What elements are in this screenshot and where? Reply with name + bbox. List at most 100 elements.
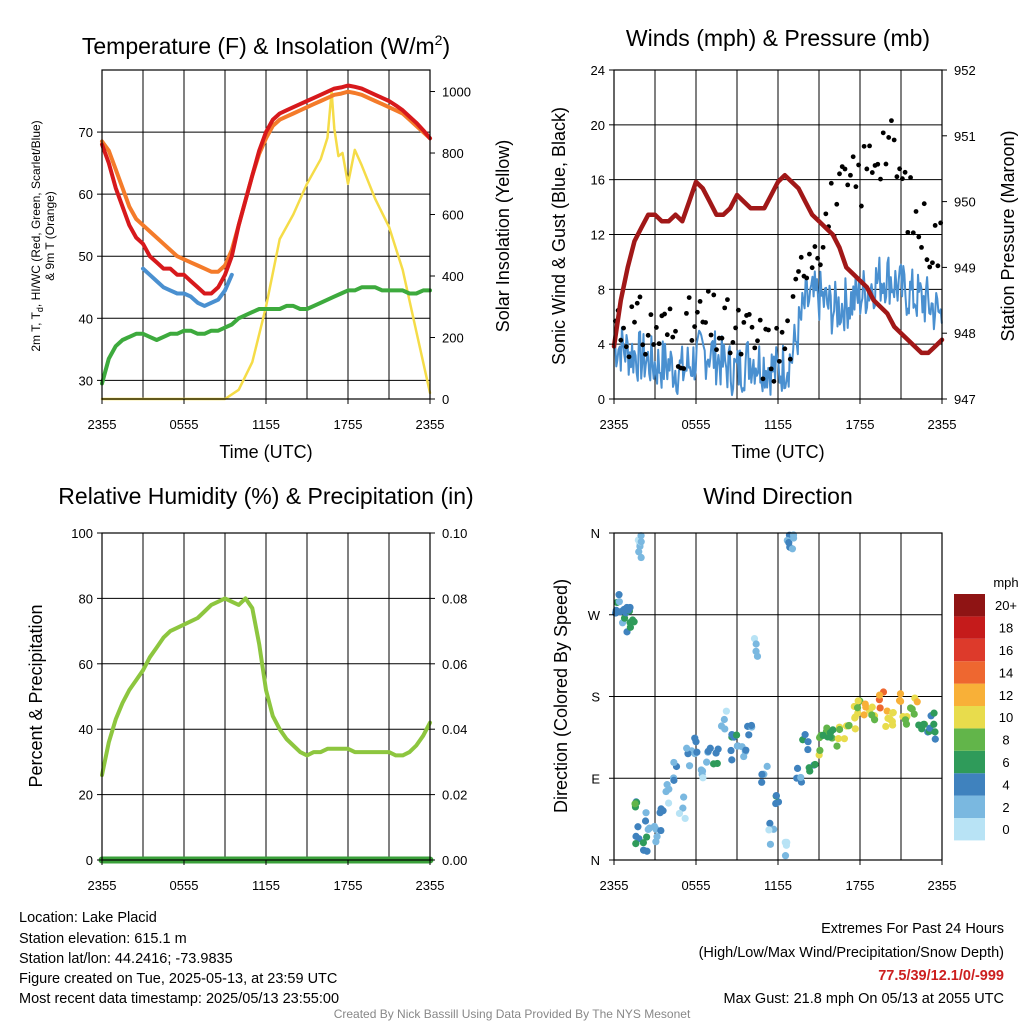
- gust-point: [653, 325, 659, 330]
- direction-point: [706, 744, 714, 752]
- gust-point: [905, 229, 911, 235]
- direction-point: [675, 809, 684, 818]
- gust-point: [766, 327, 771, 333]
- winds-plot: 0 4 8 12 16 20 24 947 948 949 950 951 952 2355 0555 115…: [591, 63, 976, 432]
- gust-point: [861, 143, 867, 149]
- gust-point: [692, 324, 698, 329]
- wind-x-tick-label: 2355: [928, 417, 957, 432]
- direction-point: [742, 746, 750, 754]
- direction-point: [930, 709, 938, 717]
- gust-point: [711, 292, 717, 298]
- direction-point: [826, 729, 835, 737]
- gust-point: [790, 294, 796, 299]
- direction-point: [910, 710, 918, 718]
- gust-point: [714, 347, 719, 353]
- temp-series-line: [100, 90, 432, 401]
- gust-point: [930, 260, 935, 266]
- colorbar-label: 0: [1002, 822, 1009, 837]
- gust-point: [686, 295, 692, 301]
- gust-point: [694, 309, 700, 315]
- colorbar-swatch: [954, 773, 985, 796]
- direction-point: [819, 731, 827, 739]
- direction-point: [788, 545, 797, 553]
- gust-point: [878, 176, 883, 182]
- gust-point: [684, 310, 689, 316]
- wind-y2-tick-label: 949: [954, 260, 976, 275]
- direction-point: [752, 640, 760, 648]
- direction-point: [663, 781, 671, 789]
- gust-point: [823, 211, 829, 217]
- wind-y2-tick-label: 952: [954, 63, 976, 78]
- direction-point: [615, 591, 623, 599]
- gust-point: [643, 351, 648, 357]
- gust-point: [910, 230, 916, 236]
- direction-point: [862, 703, 870, 711]
- gust-point: [815, 255, 821, 261]
- station-location: Location: Lake Placid: [19, 910, 157, 926]
- gust-point: [834, 201, 840, 207]
- wind-x-tick-label: 1155: [764, 417, 792, 432]
- direction-point: [644, 825, 652, 834]
- direction-point: [664, 799, 673, 807]
- gust-point: [817, 262, 823, 268]
- gust-point: [856, 162, 862, 168]
- direction-point: [868, 711, 876, 719]
- direction-point: [642, 809, 650, 817]
- winds-panel: Winds (mph) & Pressure (mb) 0 4 8 12 16 20 24 9…: [549, 25, 1018, 462]
- direction-point: [697, 766, 705, 774]
- rh-y-tick-label: 100: [71, 526, 93, 541]
- gust-point: [853, 184, 859, 190]
- gust-point: [730, 340, 736, 345]
- gust-point: [867, 143, 872, 149]
- colorbar-swatch: [954, 616, 985, 639]
- gust-point: [662, 311, 667, 317]
- temp-series-line: [100, 285, 432, 386]
- gust-point: [804, 275, 810, 281]
- winds-panel-title: Winds (mph) & Pressure (mb): [626, 25, 930, 51]
- temp-y2-tick-label: 1000: [442, 85, 471, 100]
- temperature-x-axis-label: Time (UTC): [219, 442, 312, 462]
- direction-point: [811, 760, 819, 769]
- direction-point: [656, 809, 664, 817]
- colorbar-swatch: [954, 706, 985, 729]
- gust-point: [807, 251, 812, 257]
- max-gust: Max Gust: 21.8 mph On 05/13 at 2055 UTC: [724, 991, 1004, 1007]
- direction-point: [643, 847, 651, 855]
- station-elevation: Station elevation: 615.1 m: [19, 931, 187, 947]
- gust-point: [782, 346, 788, 352]
- direction-point: [888, 709, 897, 717]
- gust-point: [618, 337, 624, 343]
- gust-point: [681, 366, 687, 371]
- gust-point: [787, 356, 793, 362]
- gust-point: [798, 254, 804, 260]
- rh-y2-tick-label: 0.06: [442, 657, 467, 672]
- gust-point: [858, 203, 864, 209]
- gust-point: [634, 300, 640, 306]
- humidity-plot: 0 20 40 60 80 100 0.00 0.02 0.04 0.06 0.08 0.10 2355…: [71, 526, 467, 893]
- dir-y-tick-label: E: [591, 771, 600, 786]
- gust-point: [921, 201, 927, 207]
- dir-y-tick-label: W: [588, 608, 601, 623]
- direction-point: [785, 538, 793, 547]
- colorbar-label: 16: [999, 643, 1013, 658]
- direction-point: [833, 742, 841, 750]
- temp-y-tick-label: 40: [79, 311, 93, 326]
- direction-y-axis-label: Direction (Colored By Speed): [551, 579, 571, 813]
- gust-point: [932, 223, 938, 228]
- temperature-panel-title: Temperature (F) & Insolation (W/m2): [82, 32, 450, 59]
- temp-y2-tick-label: 800: [442, 146, 464, 161]
- colorbar-swatch: [954, 683, 985, 706]
- dir-x-tick-label: 1155: [764, 878, 792, 893]
- direction-point: [816, 746, 824, 755]
- direction-point: [653, 833, 661, 841]
- gust-point: [776, 358, 782, 364]
- direction-point: [639, 839, 647, 847]
- rh-x-tick-label: 2355: [88, 878, 117, 893]
- footer: Location: Lake Placid Station elevation:…: [19, 910, 1004, 1021]
- direction-point: [712, 749, 720, 757]
- gust-point: [741, 319, 747, 325]
- direction-point: [882, 722, 890, 731]
- rh-y-tick-label: 0: [86, 853, 93, 868]
